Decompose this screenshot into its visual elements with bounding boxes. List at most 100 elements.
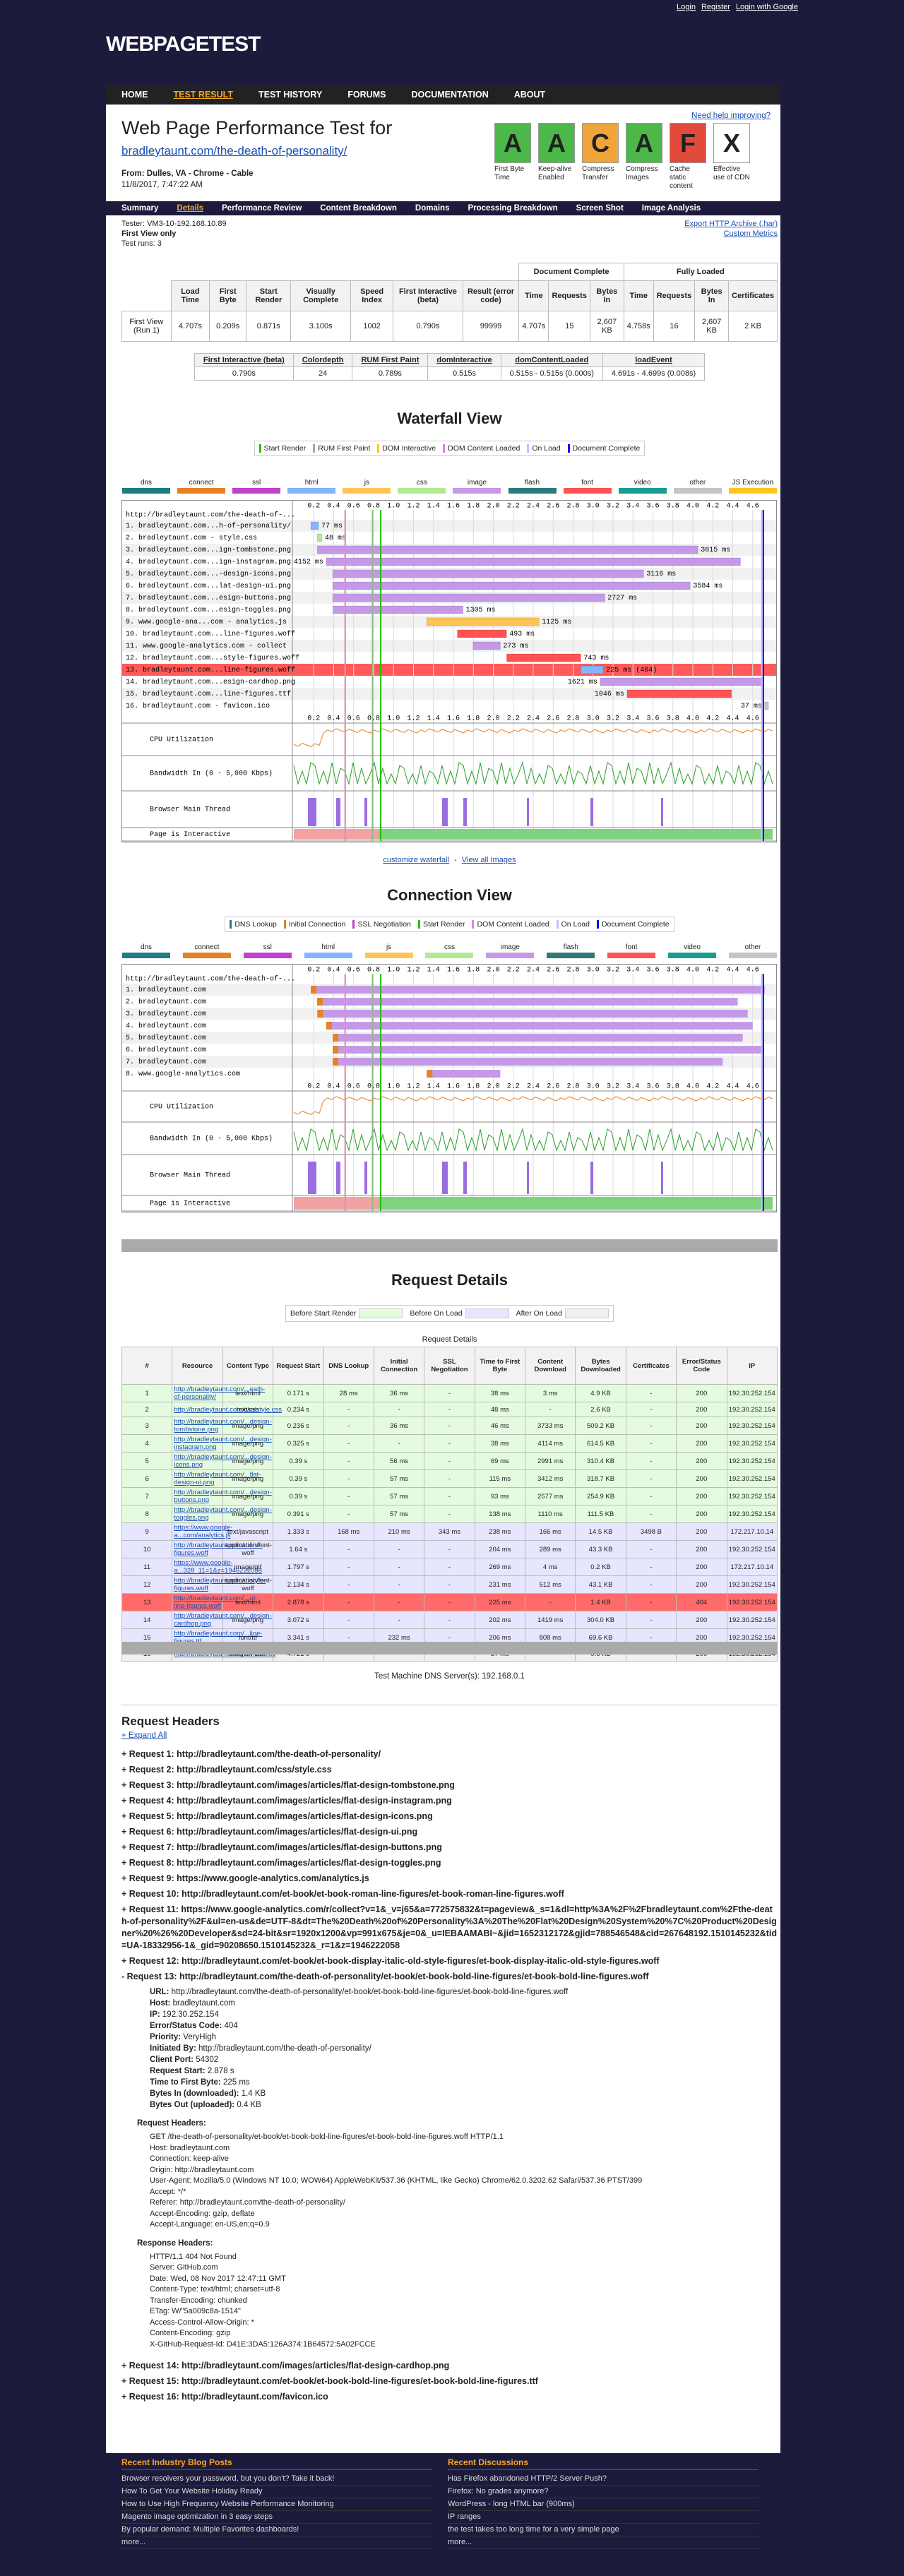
x-tick-label: 1.6 [447, 715, 460, 723]
column-header: First Interactive (beta) [393, 280, 463, 312]
resource-link[interactable]: http://bradleytaunt.com/...design-toggle… [172, 1505, 272, 1523]
request-item[interactable]: + Request 2: http://bradleytaunt.com/css… [121, 1765, 332, 1775]
link[interactable]: customize waterfall [383, 856, 449, 864]
request-item[interactable]: + Request 3: http://bradleytaunt.com/ima… [121, 1780, 455, 1790]
footer-link[interactable]: IP ranges [448, 2511, 759, 2524]
tab[interactable]: Image Analysis [641, 204, 701, 213]
request-item[interactable]: + Request 10: http://bradleytaunt.com/et… [121, 1889, 564, 1899]
request-row: 11 https://www.google-a...328_11=1&z=1946… [121, 1558, 778, 1576]
tab[interactable]: Performance Review [222, 204, 302, 213]
grade-box[interactable]: X [713, 123, 750, 163]
request-item[interactable]: + Request 7: http://bradleytaunt.com/ima… [121, 1842, 442, 1852]
top-link[interactable]: Register [701, 3, 730, 11]
link[interactable]: View all Images [461, 856, 516, 864]
footer-link[interactable]: By popular demand: Multiple Favorites da… [121, 2524, 432, 2536]
logo[interactable]: WEBPAGETEST [106, 32, 261, 56]
nav-item[interactable]: HOME [121, 90, 148, 100]
resource-link[interactable]: http://bradleytaunt.com/...eath-of-perso… [172, 1384, 265, 1402]
grade-box[interactable]: F [670, 123, 706, 163]
request-item[interactable]: + Request 5: http://bradleytaunt.com/ima… [121, 1811, 433, 1821]
x-tick-label: 2.0 [487, 503, 499, 511]
export-link[interactable]: Export HTTP Archive (.har) [684, 220, 778, 228]
tab[interactable]: Content Breakdown [320, 204, 397, 213]
grade-box[interactable]: A [494, 123, 531, 163]
footer-link[interactable]: Browser resolvers your password, but you… [121, 2473, 432, 2486]
footer-link[interactable]: How To Get Your Website Holiday Ready [121, 2486, 432, 2498]
tab[interactable]: Domains [415, 204, 450, 213]
cell: 9 [121, 1522, 173, 1541]
resource-link[interactable]: http://bradleytaunt.com/...flat-design-u… [172, 1469, 261, 1488]
help-link[interactable]: Need help improving? [691, 112, 771, 120]
tab[interactable]: Processing Breakdown [468, 204, 558, 213]
cell: image/png [222, 1469, 274, 1488]
nav-item[interactable]: FORUMS [347, 90, 386, 100]
footer-link[interactable]: more... [121, 2536, 432, 2549]
resource-link[interactable]: http://bradleytaunt.com/...design-cardho… [172, 1611, 272, 1629]
top-link[interactable]: Login [677, 3, 696, 11]
request-item[interactable]: + Request 14: http://bradleytaunt.com/im… [121, 2361, 450, 2371]
request-item[interactable]: + Request 8: http://bradleytaunt.com/ima… [121, 1858, 441, 1868]
resource-link[interactable]: http://bradleytaunt.com/...design-button… [172, 1487, 272, 1505]
type-item: font [563, 479, 612, 494]
tab[interactable]: Details [177, 204, 204, 213]
event-legend: Start Render RUM First Paint DOM Interacti… [121, 441, 778, 456]
x-tick-label: 3.2 [607, 1083, 619, 1091]
footer-link[interactable]: Firefox: No grades anymore? [448, 2486, 759, 2498]
custom-link[interactable]: Custom Metrics [723, 229, 778, 238]
type-item: flash [508, 479, 557, 494]
request-item[interactable]: + Request 16: http://bradleytaunt.com/fa… [121, 2392, 328, 2402]
cell: 2,607 KB [589, 311, 624, 342]
resource-link[interactable]: http://bradleytaunt.com/...design-icons.… [172, 1452, 272, 1470]
footer-link[interactable]: more... [448, 2536, 759, 2549]
x-tick-label: 3.4 [626, 1083, 639, 1091]
grade-box[interactable]: A [538, 123, 575, 163]
request-item[interactable]: + Request 15: http://bradleytaunt.com/et… [121, 2376, 538, 2386]
resource-link[interactable]: https://www.google-a...com/analytics.js [172, 1522, 232, 1541]
request-item[interactable]: + Request 9: https://www.google-analytic… [121, 1873, 369, 1883]
request-item[interactable]: + Request 6: http://bradleytaunt.com/ima… [121, 1827, 418, 1837]
resource-link[interactable]: http://bradleytaunt.com/...ol-line-figur… [172, 1593, 257, 1611]
request-item[interactable]: + Request 1: http://bradleytaunt.com/the… [121, 1749, 381, 1759]
footer-link[interactable]: How to Use High Frequency Website Perfor… [121, 2498, 432, 2511]
detail-key: Priority: [150, 2033, 182, 2041]
cell: 192.30.252.154 [726, 1593, 778, 1611]
tab[interactable]: Screen Shot [576, 204, 624, 213]
grade-box[interactable]: A [626, 123, 662, 163]
test-url[interactable]: bradleytaunt.com/the-death-of-personalit… [121, 144, 347, 157]
nav-item[interactable]: TEST HISTORY [258, 90, 323, 100]
nav-item[interactable]: ABOUT [513, 90, 546, 100]
footer-link[interactable]: WordPress - long HTML bar (900ms) [448, 2498, 759, 2511]
resource-link[interactable]: http://bradleytaunt.com/css/style.css [172, 1402, 282, 1417]
resource-link[interactable]: https://www.google-a...328_11=1&z=194622… [172, 1558, 262, 1576]
header-line: Accept: */* [150, 2187, 186, 2196]
footer-link[interactable]: Magento image optimization in 3 easy ste… [121, 2511, 432, 2524]
type-item: other [673, 479, 722, 494]
top-link[interactable]: Login with Google [735, 3, 798, 11]
grade-box[interactable]: C [582, 123, 619, 163]
x-tick-label: 3.0 [587, 715, 600, 723]
request-bar [310, 521, 319, 530]
resource-link[interactable]: http://bradleytaunt.com/...design-tombst… [172, 1417, 272, 1435]
type-item: css [424, 943, 474, 958]
resource-link[interactable]: http://bradleytaunt.com/...style-figures… [172, 1575, 266, 1594]
timeline: 0.2 0.2 0.4 0.4 0.6 0.6 0.8 0.8 1.0 1.0 1.2 1.2 1.4 1… [121, 964, 777, 1212]
legend-item: DOM Interactive [377, 444, 436, 453]
legend-box: Start Render RUM First Paint DOM Interacti… [254, 441, 646, 456]
detail-key: Request Start: [150, 2067, 206, 2075]
type-label: other [744, 943, 761, 951]
request-item[interactable]: + Request 12: http://bradleytaunt.com/et… [121, 1956, 660, 1966]
request-item[interactable]: + Request 4: http://bradleytaunt.com/ima… [121, 1796, 452, 1806]
nav-item[interactable]: TEST RESULT [173, 90, 234, 100]
nav-item[interactable]: DOCUMENTATION [411, 90, 489, 100]
expand-all[interactable]: + Expand All [121, 1731, 167, 1740]
tab[interactable]: Summary [121, 204, 159, 213]
connection-bar [317, 1010, 748, 1018]
footer-link[interactable]: Has Firefox abandoned HTTP/2 Server Push… [448, 2473, 759, 2486]
type-label: js [364, 479, 369, 487]
footer-link[interactable]: the test takes too long time for a very … [448, 2524, 759, 2536]
resource-link[interactable]: http://bradleytaunt.com/...design-instag… [172, 1434, 272, 1453]
request-item[interactable]: - Request 13: http://bradleytaunt.com/th… [121, 1972, 649, 1981]
resource-link[interactable]: http://bradleytaunt.com/...line-figures.… [172, 1540, 263, 1558]
request-item[interactable]: + Request 11: https://www.google-analyti… [121, 1904, 778, 1950]
x-tick-label: 1.2 [407, 715, 420, 723]
